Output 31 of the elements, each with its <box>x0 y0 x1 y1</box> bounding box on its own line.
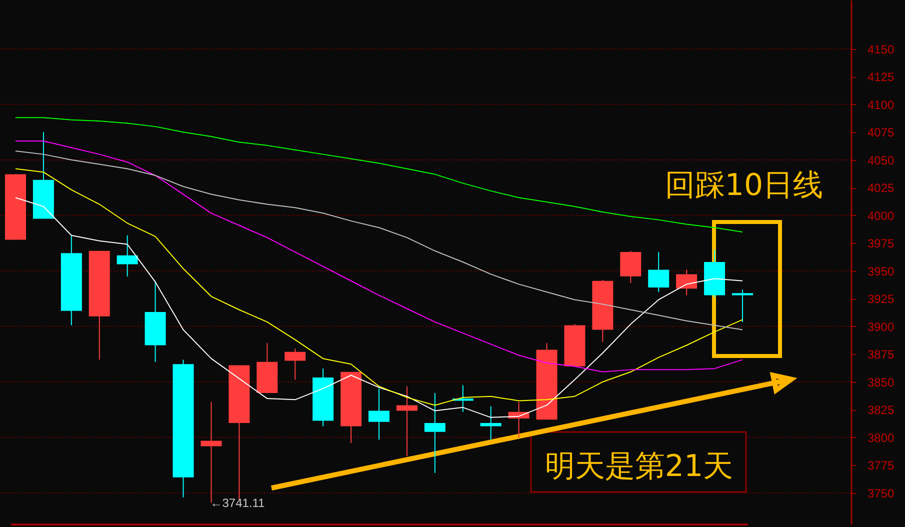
candlestick <box>424 392 446 474</box>
y-tick-label: 3875 <box>868 348 895 362</box>
candlestick <box>396 386 418 457</box>
y-tick-label: 3775 <box>868 458 895 473</box>
candlestick <box>116 234 138 277</box>
y-tick-label: 4025 <box>868 181 895 196</box>
y-tick-label: 3975 <box>868 236 895 251</box>
candlestick <box>452 384 474 412</box>
line-series <box>15 197 743 418</box>
annotation: 回踩10日线 <box>664 168 824 203</box>
y-tick-label: 4050 <box>868 153 895 168</box>
candlestick <box>676 269 698 296</box>
candlestick <box>648 252 670 292</box>
candlestick <box>480 406 502 440</box>
candlestick <box>284 348 306 380</box>
y-tick-label: 4100 <box>868 98 895 112</box>
y-tick-label: 4125 <box>868 70 895 84</box>
annotation: 明天是第21天 <box>544 449 734 484</box>
y-tick-label: 4150 <box>868 42 895 56</box>
annotation: ←3741.11 <box>210 496 266 510</box>
candlestick <box>732 289 753 322</box>
y-tick-label: 4075 <box>868 126 895 140</box>
y-tick-label: 4000 <box>868 208 895 223</box>
y-tick-label: 3800 <box>868 430 895 445</box>
y-tick-label: 3850 <box>868 375 895 390</box>
candlestick <box>368 388 390 440</box>
y-tick-label: 3825 <box>868 403 895 418</box>
y-tick-label: 3925 <box>868 292 895 306</box>
y-tick-label: 3750 <box>868 486 895 500</box>
y-tick-label: 3900 <box>868 320 895 334</box>
y-tick-label: 3950 <box>868 264 895 278</box>
